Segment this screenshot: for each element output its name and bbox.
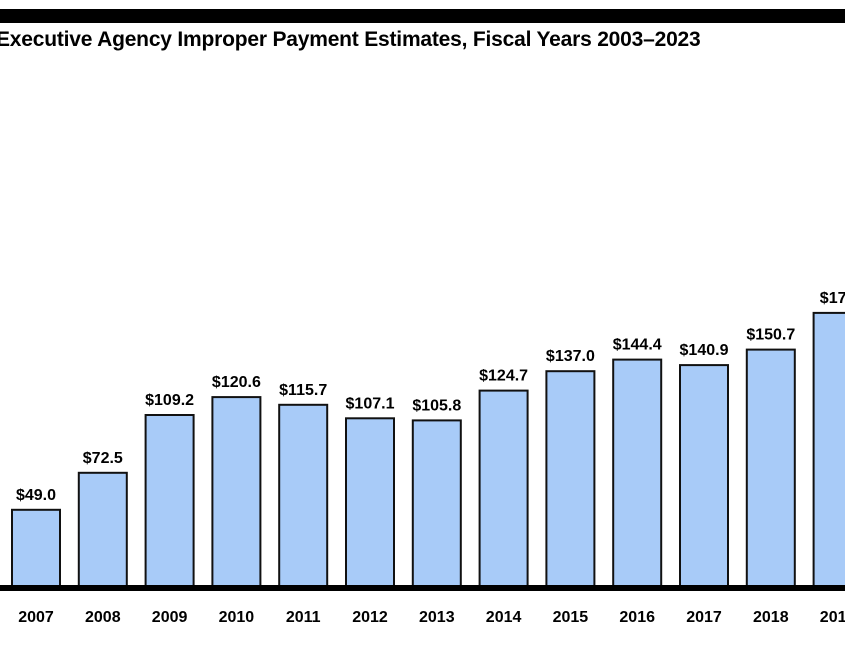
x-tick-label-2016: 2016 <box>619 609 655 626</box>
value-label-2011: $115.7 <box>279 382 327 399</box>
x-tick-label-2008: 2008 <box>85 609 121 626</box>
x-tick-label-2017: 2017 <box>686 609 722 626</box>
x-tick-label-2010: 2010 <box>219 609 255 626</box>
value-label-2015: $137.0 <box>546 348 595 365</box>
x-tick-label-2018: 2018 <box>753 609 789 626</box>
value-label-2009: $109.2 <box>145 392 194 409</box>
bar-2008 <box>77 471 128 588</box>
x-axis-line <box>0 585 845 591</box>
value-label-2007: $49.0 <box>16 487 56 504</box>
x-tick-label-2007: 2007 <box>18 609 54 626</box>
bar-2010 <box>211 396 262 588</box>
value-label-2018: $150.7 <box>746 327 795 344</box>
value-label-2017: $140.9 <box>680 342 729 359</box>
value-label-2014: $124.7 <box>479 368 528 385</box>
bar-2017 <box>679 364 729 588</box>
x-tick-label-2011: 2011 <box>286 609 321 626</box>
bar-2011 <box>278 403 329 588</box>
x-tick-label-2015: 2015 <box>553 609 589 626</box>
bar-2013 <box>411 419 462 588</box>
chart-title: Executive Agency Improper Payment Estima… <box>0 28 701 51</box>
bars-group: $49.0 $72.5 $109.2 $120.6 $115.7 $107.1 $105.8… <box>11 290 845 589</box>
x-tick-label-2019: 2019 <box>820 609 845 626</box>
bar-2016 <box>612 358 663 588</box>
value-label-2010: $120.6 <box>212 374 261 391</box>
bar-2014 <box>478 389 529 588</box>
bar-2018 <box>745 348 796 588</box>
top-rule <box>0 9 845 23</box>
bar-2007 <box>11 508 61 588</box>
bar-2012 <box>345 417 395 588</box>
x-tick-label-2014: 2014 <box>486 609 522 626</box>
bar-2009 <box>144 414 195 588</box>
x-tick-label-2012: 2012 <box>352 609 388 626</box>
value-label-2016: $144.4 <box>613 337 662 354</box>
x-tick-group: 2007 2008 2009 2010 2011 2012 2013 2014 2015 2016… <box>18 609 845 626</box>
value-label-2019: $174 <box>820 290 845 307</box>
x-tick-label-2009: 2009 <box>152 609 188 626</box>
value-label-2008: $72.5 <box>83 450 123 467</box>
x-tick-label-2013: 2013 <box>419 609 455 626</box>
bar-2019 <box>812 311 845 588</box>
value-label-2013: $105.8 <box>412 397 461 414</box>
value-label-2012: $107.1 <box>346 395 395 412</box>
bar-2015 <box>545 370 596 589</box>
